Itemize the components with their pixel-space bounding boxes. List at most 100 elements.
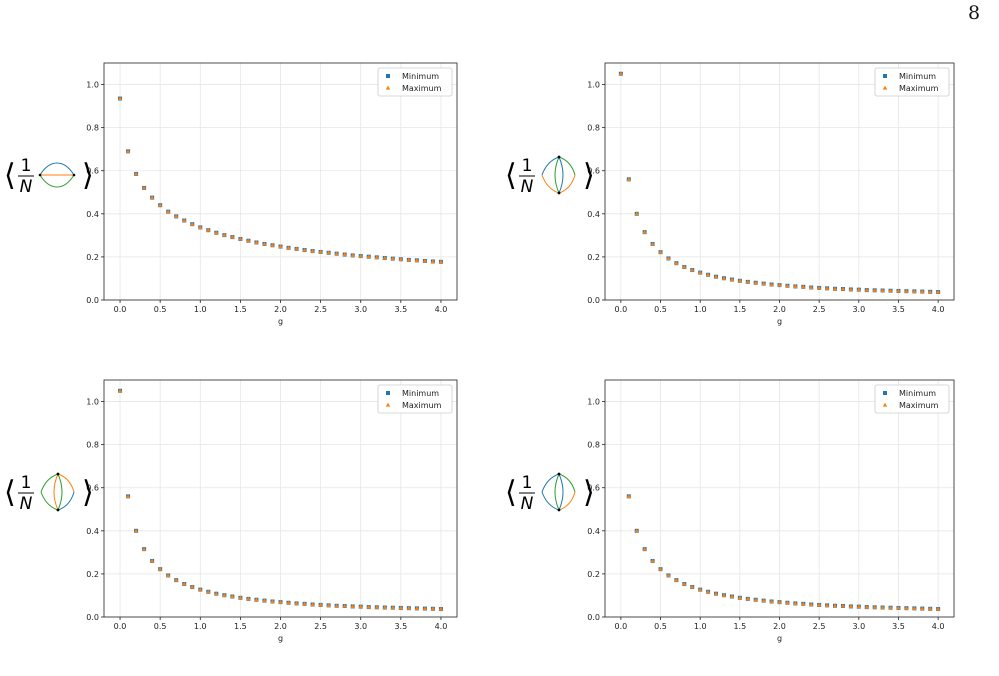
point-maximum xyxy=(674,577,679,582)
point-maximum xyxy=(318,249,323,254)
right-angle-bracket: ⟩ xyxy=(583,158,595,193)
point-maximum xyxy=(674,260,679,265)
point-maximum xyxy=(761,598,766,603)
x-tick-label: 2.5 xyxy=(314,305,327,314)
point-maximum xyxy=(824,602,830,607)
point-maximum xyxy=(769,282,774,287)
point-maximum xyxy=(366,254,371,259)
x-tick-label: 0.5 xyxy=(654,622,667,631)
x-tick-label: 1.5 xyxy=(234,305,247,314)
x-tick-label: 1.5 xyxy=(733,305,746,314)
diagram-edge xyxy=(558,473,564,511)
point-maximum xyxy=(358,253,363,258)
point-maximum xyxy=(382,605,387,610)
diagram-edge xyxy=(558,473,576,493)
diagram-edge xyxy=(39,174,75,188)
point-maximum xyxy=(318,602,323,607)
left-angle-bracket: ⟨ xyxy=(4,475,16,510)
y-axis-label: ⟨ 1N ⟩ xyxy=(505,155,595,197)
point-maximum xyxy=(190,584,195,589)
point-maximum xyxy=(737,595,743,600)
series-maximum xyxy=(626,493,941,611)
point-maximum xyxy=(165,573,171,578)
x-tick-label: 3.5 xyxy=(892,622,905,631)
x-axis-label: g xyxy=(777,634,782,643)
y-tick-label: 0.8 xyxy=(86,124,99,133)
point-maximum xyxy=(286,600,291,605)
point-maximum xyxy=(801,601,806,606)
x-tick-label: 2.0 xyxy=(274,622,287,631)
x-tick-label: 0.0 xyxy=(614,622,627,631)
diagram-edge xyxy=(558,491,576,511)
point-maximum xyxy=(430,259,436,264)
point-maximum xyxy=(658,249,663,254)
point-maximum xyxy=(198,587,203,592)
legend-box xyxy=(874,384,950,414)
legend-box xyxy=(377,384,453,414)
legend-marker-maximum xyxy=(385,85,391,90)
point-maximum xyxy=(920,606,925,611)
point-maximum xyxy=(888,288,893,293)
point-maximum xyxy=(262,241,267,246)
point-maximum xyxy=(246,238,251,243)
point-maximum xyxy=(149,195,155,200)
point-maximum xyxy=(294,601,299,606)
point-maximum xyxy=(165,209,171,214)
point-maximum xyxy=(872,604,877,609)
point-maximum xyxy=(682,264,687,269)
left-angle-bracket: ⟨ xyxy=(505,475,517,510)
point-maximum xyxy=(206,589,211,594)
legend: Minimum Maximum xyxy=(874,67,950,97)
point-maximum xyxy=(816,285,822,290)
point-maximum xyxy=(366,604,371,609)
point-maximum xyxy=(634,528,639,533)
legend-label-maximum: Maximum xyxy=(402,401,442,410)
fraction-denominator: N xyxy=(521,177,534,197)
point-maximum xyxy=(705,589,711,594)
legend-marker-minimum xyxy=(883,391,887,395)
y-tick-label: 0.8 xyxy=(587,441,600,450)
point-maximum xyxy=(864,604,869,609)
point-maximum xyxy=(117,388,123,393)
legend-label-maximum: Maximum xyxy=(899,401,939,410)
y-tick-label: 0.2 xyxy=(587,253,600,262)
point-maximum xyxy=(422,258,428,263)
point-maximum xyxy=(872,287,877,292)
y-tick-label: 0.6 xyxy=(587,167,600,176)
legend-marker-minimum xyxy=(386,391,390,395)
legend: Minimum Maximum xyxy=(874,384,950,414)
point-maximum xyxy=(697,587,703,592)
point-maximum xyxy=(793,284,798,289)
left-angle-bracket: ⟨ xyxy=(4,158,16,193)
legend-label-minimum: Minimum xyxy=(402,389,439,398)
point-maximum xyxy=(666,573,671,578)
y-tick-label: 0.6 xyxy=(587,484,600,493)
point-maximum xyxy=(745,596,750,601)
point-maximum xyxy=(904,605,909,610)
y-tick-label: 0.2 xyxy=(86,253,99,262)
point-maximum xyxy=(880,288,885,293)
diagram-vertex xyxy=(557,472,561,476)
point-maximum xyxy=(634,211,639,216)
series-maximum xyxy=(117,388,444,611)
page-number: 8 xyxy=(968,2,981,24)
point-maximum xyxy=(650,241,655,246)
point-maximum xyxy=(125,148,131,153)
x-tick-label: 1.0 xyxy=(694,622,707,631)
point-maximum xyxy=(149,558,155,563)
legend: Minimum Maximum xyxy=(377,67,453,97)
point-maximum xyxy=(238,595,243,600)
point-maximum xyxy=(650,558,655,563)
diagram-vertex xyxy=(72,173,76,177)
point-maximum xyxy=(133,528,139,533)
diagram-pillow-a xyxy=(541,155,576,195)
point-maximum xyxy=(690,584,695,589)
point-maximum xyxy=(310,248,315,253)
fraction-numerator: 1 xyxy=(21,156,32,176)
y-tick-label: 1.0 xyxy=(86,398,99,407)
point-maximum xyxy=(832,286,838,291)
point-maximum xyxy=(270,599,275,604)
x-tick-label: 1.0 xyxy=(194,305,207,314)
point-maximum xyxy=(294,246,299,251)
